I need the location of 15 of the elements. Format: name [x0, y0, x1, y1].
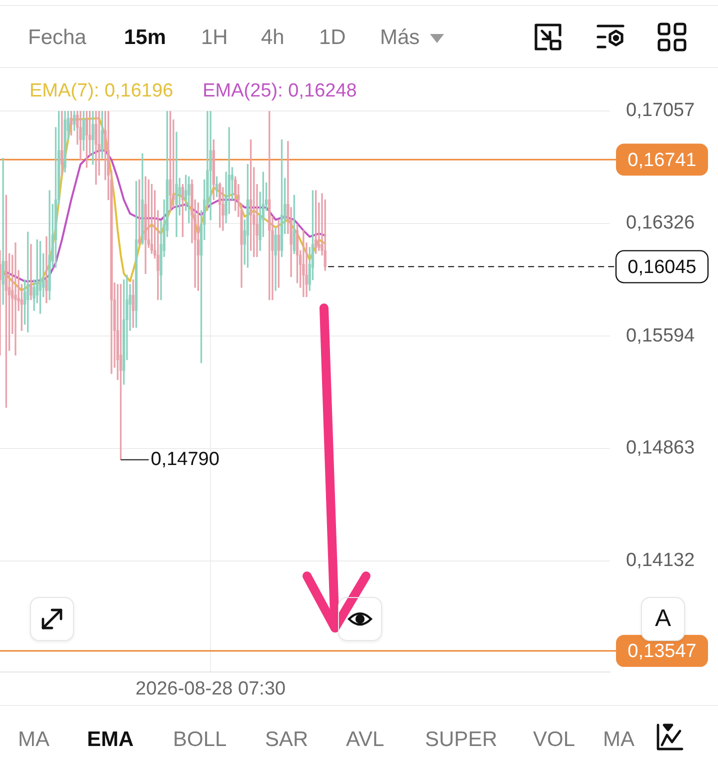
text: A — [654, 605, 672, 633]
annotation: 0,14790 — [150, 448, 220, 470]
x-tick-label: 2026-08-28 07:30 — [136, 678, 286, 700]
text: MA EMA BOLL SAR AVL SUPER VOL MA — [18, 728, 634, 751]
ref-line-label: 0,16741 — [628, 150, 696, 171]
y-tick-label: 0,16326 — [626, 212, 695, 234]
text: EMA(25): 0,16248 — [202, 80, 357, 102]
y-tick-label: 0,15594 — [626, 325, 696, 346]
ref-line-label: 0,16045 — [628, 256, 696, 278]
text: Fecha 15m 1H 4h 1D Más — [28, 26, 420, 49]
y-tick-label: 0,14132 — [626, 550, 695, 572]
series-label: EMA(7): 0,16196 — [30, 80, 174, 102]
ref-line-label: 0,13547 — [628, 641, 696, 662]
y-tick-label: 0,17057 — [626, 100, 695, 122]
y-tick-label: 0,14863 — [626, 438, 695, 459]
